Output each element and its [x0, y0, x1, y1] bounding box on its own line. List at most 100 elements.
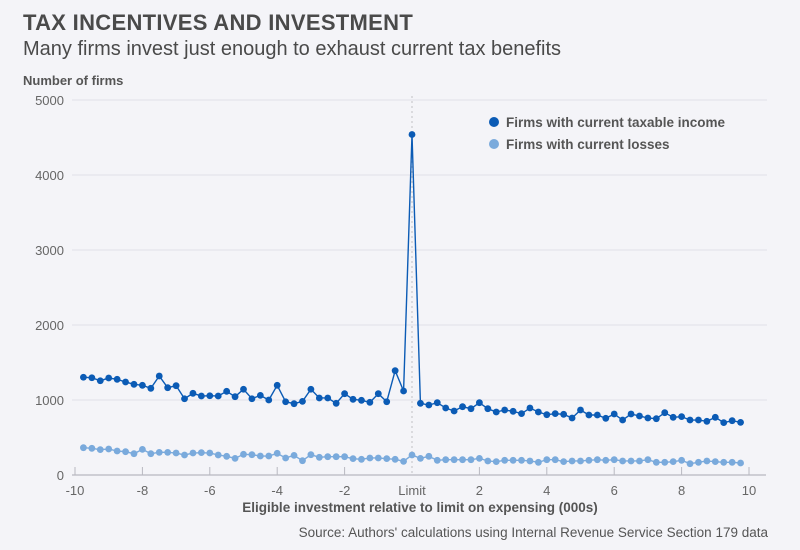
y-tick-label: 3000: [35, 243, 64, 258]
x-tick-label: -2: [339, 483, 351, 498]
data-point: [433, 456, 441, 464]
data-point: [551, 410, 559, 418]
y-tick-label: 1000: [35, 393, 64, 408]
data-point: [459, 403, 466, 411]
data-point: [686, 416, 694, 424]
data-point: [299, 457, 306, 465]
data-point: [467, 405, 475, 413]
data-point: [695, 458, 702, 466]
data-point: [197, 392, 205, 400]
data-point: [172, 449, 180, 457]
data-point: [139, 381, 146, 389]
data-point: [113, 447, 121, 455]
data-point: [560, 458, 568, 466]
x-tick-label: -6: [204, 483, 216, 498]
data-point: [543, 456, 551, 464]
data-point: [509, 456, 517, 464]
data-point: [248, 451, 256, 459]
x-tick-label: -4: [271, 483, 283, 498]
data-point: [366, 454, 374, 462]
data-point: [400, 387, 407, 395]
data-point: [105, 445, 113, 453]
data-point: [273, 381, 281, 389]
data-point: [80, 444, 87, 452]
data-point: [509, 407, 517, 415]
data-point: [113, 375, 121, 383]
data-point: [265, 452, 273, 460]
data-point: [602, 414, 610, 422]
data-point: [374, 454, 382, 462]
data-point: [256, 391, 264, 399]
data-point: [543, 411, 551, 419]
data-point: [240, 385, 247, 393]
data-point: [644, 414, 652, 422]
data-point: [695, 416, 702, 424]
data-point: [341, 390, 348, 398]
data-point: [703, 417, 711, 425]
data-point: [358, 396, 365, 404]
data-point: [737, 418, 744, 426]
data-point: [105, 374, 113, 382]
data-point: [147, 450, 155, 458]
legend-marker: [489, 117, 499, 127]
data-point: [189, 449, 197, 457]
data-point: [737, 459, 744, 467]
data-point: [307, 451, 315, 459]
data-point: [417, 454, 424, 462]
data-point: [678, 413, 685, 421]
data-point: [720, 458, 728, 466]
source-note: Source: Authors' calculations using Inte…: [298, 525, 768, 540]
data-point: [155, 448, 163, 456]
data-point: [610, 410, 618, 418]
x-axis-label: Eligible investment relative to limit on…: [242, 500, 598, 515]
data-point: [610, 456, 618, 464]
y-tick-label: 2000: [35, 318, 64, 333]
data-point: [307, 385, 315, 393]
legend-marker: [489, 139, 499, 149]
data-point: [122, 378, 129, 386]
data-point: [80, 373, 87, 381]
data-point: [315, 394, 323, 402]
data-point: [248, 395, 256, 403]
x-axis: -10 -8 -6 -4 -2 Limit 2 4 6 8 10: [66, 467, 766, 498]
data-point: [560, 410, 568, 418]
data-point: [122, 448, 129, 456]
data-point: [568, 457, 576, 465]
data-point: [551, 456, 559, 464]
data-point: [374, 390, 382, 398]
data-point: [619, 457, 627, 465]
chart-title: TAX INCENTIVES AND INVESTMENT: [23, 10, 414, 35]
data-point: [484, 457, 492, 465]
data-point: [425, 401, 433, 409]
data-point: [130, 450, 138, 458]
data-point: [577, 457, 584, 465]
data-point: [593, 456, 601, 464]
data-point: [492, 408, 500, 416]
data-point: [450, 456, 458, 464]
data-point: [661, 458, 669, 466]
data-point: [400, 457, 407, 465]
data-point: [593, 411, 601, 419]
data-point: [256, 452, 264, 460]
data-point: [678, 456, 685, 464]
x-tick-label: 6: [611, 483, 618, 498]
data-point: [476, 399, 483, 407]
data-point: [585, 456, 593, 464]
data-point: [669, 458, 677, 466]
series-taxable-income: [80, 131, 744, 427]
data-point: [585, 411, 593, 419]
data-point: [383, 455, 391, 463]
data-point: [282, 398, 290, 406]
data-point: [518, 456, 525, 464]
data-point: [408, 451, 416, 459]
data-point: [206, 449, 214, 457]
data-point: [492, 458, 500, 466]
x-tick-label: -10: [66, 483, 85, 498]
data-point: [476, 454, 483, 462]
data-point: [484, 405, 492, 413]
data-point: [290, 451, 298, 459]
data-point: [358, 455, 365, 463]
data-point: [299, 397, 306, 405]
data-point: [467, 456, 475, 464]
